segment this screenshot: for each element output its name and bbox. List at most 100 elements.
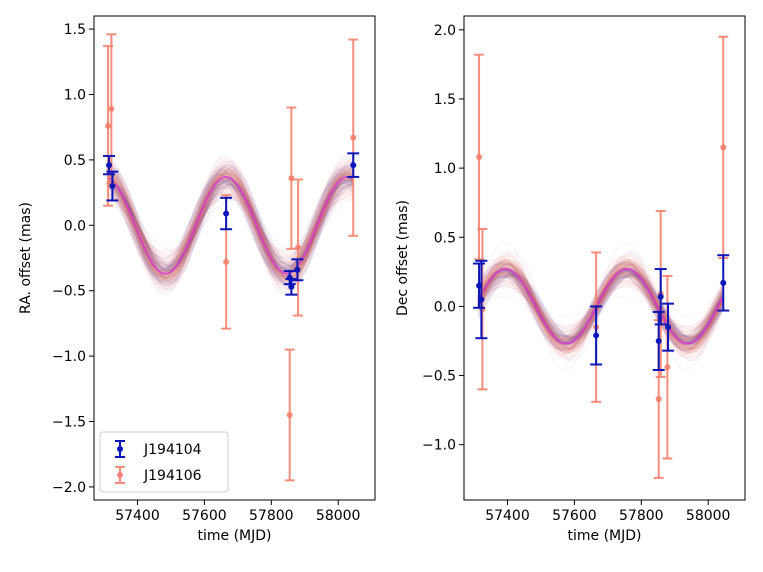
posterior-draw-line [107,173,354,277]
y-tick-label: 0.0 [434,299,456,315]
posterior-draw-line [107,164,353,287]
posterior-draw-line [107,163,354,288]
posterior-draw-line [477,259,724,354]
y-tick-label: 0.5 [64,153,86,169]
data-point [476,154,483,161]
posterior-draw-line [107,164,354,286]
y-axis-label: Dec offset (mas) [395,200,411,316]
posterior-draw-line [477,296,724,317]
series-j194106 [103,33,359,482]
posterior-draw-line [107,172,354,278]
y-tick-label: 2.0 [434,23,456,39]
posterior-draw-line [107,181,354,269]
posterior-draw-line [477,270,724,343]
data-point [109,183,116,190]
data-point [664,364,671,371]
legend-marker-point [117,472,123,478]
posterior-draw-line [477,271,724,342]
posterior-draw-line [107,187,354,263]
posterior-draw-line [477,259,724,354]
posterior-draw-line [107,182,354,269]
posterior-draw-line [107,179,354,272]
posterior-draw-line [477,271,724,342]
posterior-draw-line [107,164,354,286]
posterior-draw-line [477,272,724,341]
posterior-draw-line [107,177,354,273]
posterior-draw-line [107,186,354,265]
posterior-draw-line [107,187,353,263]
posterior-draw-line [477,262,724,351]
posterior-draw-line [107,192,353,259]
legend: J194104 J194106 [99,431,229,493]
posterior-draw-line [477,259,724,354]
posterior-draw-line [477,275,724,338]
posterior-draw-line [477,260,724,353]
y-tick-label: −1.0 [52,349,86,365]
posterior-draw-line [107,171,354,279]
posterior-draw-line [107,186,354,265]
data-point [223,258,230,265]
posterior-draw-line [108,162,353,289]
y-tick-label: 0.0 [64,218,86,234]
posterior-draw-line [107,166,354,284]
posterior-draw-line [477,258,724,355]
posterior-draw-line [477,261,724,352]
posterior-draw-line [107,185,354,265]
posterior-draw-line [107,176,354,275]
data-point [720,279,727,286]
data-point [108,105,115,112]
plot-frame [463,15,746,501]
posterior-draw-line [477,276,724,337]
posterior-draw-line [107,166,354,285]
best-fit-model-line [107,176,354,275]
posterior-draw-line [107,166,354,285]
posterior-draw-line [107,188,354,263]
posterior-draw-line [477,262,724,351]
posterior-draw-line [477,250,724,363]
x-tick-label: 58000 [686,508,731,524]
posterior-draw-line [107,166,354,285]
posterior-draw-line [477,268,724,345]
posterior-draw-line [477,272,724,341]
x-tick-label: 57400 [485,508,530,524]
posterior-draw-line [477,260,724,353]
posterior-draw-line [107,160,354,291]
posterior-draw-line [477,263,724,349]
posterior-draw-line [107,163,354,287]
best-fit-model-line [477,268,724,345]
posterior-draw-line [107,174,354,277]
posterior-draw-line [477,271,724,341]
posterior-draw-line [477,263,724,350]
posterior-draw-line [107,157,354,293]
y-tick-label: −2.0 [52,480,86,496]
posterior-draw-line [477,267,724,346]
posterior-draw-line [477,256,724,357]
posterior-draw-line [107,168,354,283]
posterior-draw-line [107,179,354,271]
y-tick-label: 1.0 [64,87,86,103]
posterior-draw-line [107,172,354,278]
posterior-draw-line [477,261,724,352]
data-point [593,332,600,339]
y-tick-label: −1.0 [422,438,456,454]
y-axis-label: RA. offset (mas) [18,202,34,314]
data-point [286,411,293,418]
posterior-draw-line [107,168,354,282]
posterior-draw-line [107,171,354,279]
posterior-draw-line [107,169,354,282]
posterior-draw-line [107,178,354,272]
data-point [105,122,112,129]
posterior-draw-line [107,172,354,278]
posterior-draw-line [107,170,354,281]
data-point [655,396,662,403]
data-point [106,162,113,169]
posterior-draw-line [477,261,724,352]
posterior-draw-line [477,251,724,362]
posterior-draw-line [477,262,724,351]
posterior-draw-line [107,197,354,254]
posterior-draw-line [477,265,724,348]
posterior-draw-line [477,271,724,342]
posterior-draw-line [477,263,724,350]
posterior-draw-line [107,171,354,280]
